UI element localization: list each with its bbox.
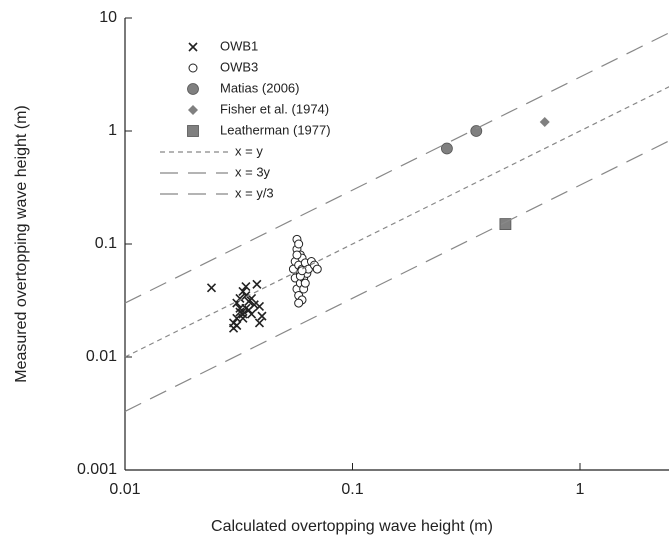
y-tick-label: 0.1 (95, 235, 117, 252)
marker-diamond (188, 105, 198, 115)
marker-x (257, 311, 267, 321)
y-tick-label: 10 (99, 9, 117, 26)
marker-x (232, 320, 242, 331)
marker-x (241, 282, 251, 292)
legend-label: Leatherman (1977) (220, 122, 331, 137)
marker-x (235, 293, 245, 303)
x-axis-label: Calculated overtopping wave height (m) (211, 518, 493, 535)
legend-label: x = y (235, 143, 263, 158)
marker-x (254, 318, 265, 328)
marker-circle (470, 125, 483, 137)
marker-square (499, 218, 512, 231)
marker-x (238, 313, 248, 323)
marker-circle-open (294, 239, 304, 249)
marker-circle-open (300, 278, 310, 288)
marker-x (241, 290, 251, 301)
x-tick-label: 1 (576, 481, 585, 498)
marker-x (188, 42, 198, 52)
x-tick-label: 0.01 (109, 481, 140, 498)
reference-line (124, 32, 669, 304)
legend-label: Matias (2006) (220, 80, 299, 95)
reference-line (124, 86, 669, 358)
legend-label: OWB1 (220, 38, 258, 53)
legend-label: x = 3y (235, 164, 271, 179)
y-tick-label: 0.001 (77, 461, 117, 478)
y-axis-label: Measured overtopping wave height (m) (13, 105, 30, 382)
marker-x (252, 279, 262, 289)
marker-square (187, 125, 199, 137)
marker-circle-open (188, 63, 198, 73)
legend-label: Fisher et al. (1974) (220, 101, 329, 116)
y-tick-label: 1 (108, 122, 117, 139)
marker-x (254, 301, 265, 312)
marker-x (206, 283, 217, 293)
marker-circle-open (292, 250, 302, 260)
marker-x (246, 309, 257, 319)
marker-circle (441, 142, 453, 155)
legend-label: OWB3 (220, 59, 258, 74)
marker-circle-open (294, 298, 304, 308)
marker-x (249, 300, 259, 310)
marker-circle-open (312, 264, 322, 274)
reference-line (124, 140, 669, 412)
marker-circle (187, 83, 199, 95)
marker-x (235, 303, 245, 313)
marker-diamond (539, 117, 550, 128)
x-tick-label: 0.1 (341, 481, 363, 498)
y-tick-label: 0.01 (86, 348, 117, 365)
legend-label: x = y/3 (235, 185, 274, 200)
